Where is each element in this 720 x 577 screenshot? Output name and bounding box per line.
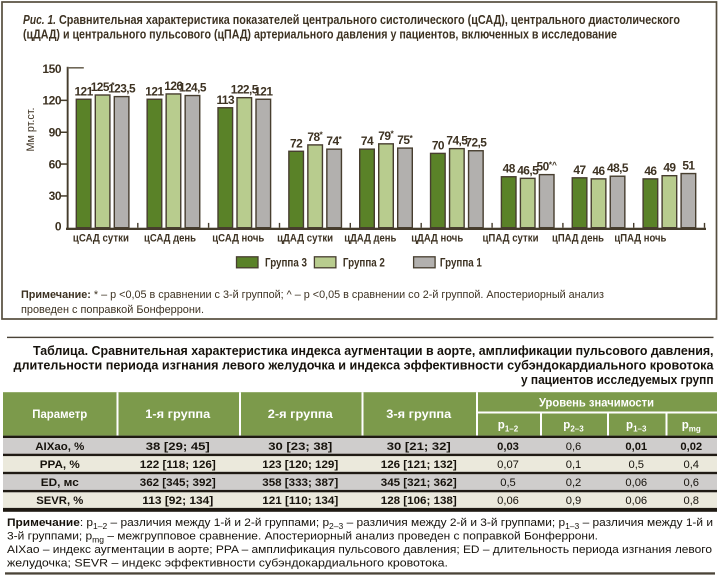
svg-text:90: 90 <box>49 125 62 139</box>
svg-text:74: 74 <box>361 134 374 148</box>
svg-text:74,5: 74,5 <box>446 134 468 148</box>
svg-text:113 [92; 134]: 113 [92; 134] <box>142 495 213 507</box>
svg-text:122 [118; 126]: 122 [118; 126] <box>140 459 216 471</box>
svg-text:2-я группа: 2-я группа <box>268 407 333 421</box>
svg-text:74*: 74* <box>326 134 342 148</box>
svg-text:358 [333; 387]: 358 [333; 387] <box>262 477 338 489</box>
svg-text:AIXao, %: AIXao, % <box>35 441 84 453</box>
svg-text:46: 46 <box>644 164 657 178</box>
svg-text:0,03: 0,03 <box>497 441 519 453</box>
svg-text:длительности периода изгнания: длительности периода изгнания левого жел… <box>14 357 715 372</box>
svg-text:SEVR, %: SEVR, % <box>36 495 83 507</box>
svg-text:0,06: 0,06 <box>625 477 647 489</box>
svg-text:345 [321; 362]: 345 [321; 362] <box>381 477 457 489</box>
svg-text:3-й группами; pmg – межгруппов: 3-й группами; p mg – межгрупповое сравнен… <box>7 530 598 544</box>
svg-text:47: 47 <box>573 163 586 177</box>
svg-text:Группа 1: Группа 1 <box>440 255 482 269</box>
svg-text:0,6: 0,6 <box>683 477 699 489</box>
svg-text:Мм рт.ст.: Мм рт.ст. <box>25 108 37 152</box>
svg-text:60: 60 <box>49 157 62 171</box>
svg-text:Рис. 1.: Рис. 1. <box>23 12 56 27</box>
svg-text:46: 46 <box>592 164 605 178</box>
svg-text:113: 113 <box>217 93 235 107</box>
svg-text:0,1: 0,1 <box>566 459 582 471</box>
svg-text:124,5: 124,5 <box>179 81 207 95</box>
svg-text:Примечание: * – р <0,05 в срав: Примечание: * – р <0,05 в сравнении с 3-… <box>21 289 604 301</box>
svg-text:0,5: 0,5 <box>628 459 644 471</box>
svg-text:0,9: 0,9 <box>566 495 582 507</box>
svg-text:30 [21; 32]: 30 [21; 32] <box>387 441 451 453</box>
svg-text:цСАД день: цСАД день <box>144 233 196 245</box>
svg-text:0: 0 <box>55 220 62 234</box>
svg-text:цПАД ночь: цПАД ночь <box>614 233 666 245</box>
svg-text:123 [120; 129]: 123 [120; 129] <box>262 459 338 471</box>
svg-text:0,07: 0,07 <box>497 459 519 471</box>
svg-text:цСАД ночь: цСАД ночь <box>212 233 264 245</box>
svg-text:ED, мс: ED, мс <box>41 477 79 489</box>
svg-text:1-я группа: 1-я группа <box>145 407 210 421</box>
svg-text:30: 30 <box>49 189 62 203</box>
svg-text:Примечание: p1–2 – различия ме: Примечание: p1–2 – различия между 1-й и … <box>7 517 713 531</box>
svg-text:121: 121 <box>74 84 93 98</box>
svg-text:Параметр: Параметр <box>32 407 87 421</box>
svg-text:38 [29; 45]: 38 [29; 45] <box>146 441 210 453</box>
svg-text:120: 120 <box>42 94 62 108</box>
svg-text:0,06: 0,06 <box>625 495 647 507</box>
svg-text:цДАД день: цДАД день <box>344 233 396 245</box>
svg-text:362 [345; 392]: 362 [345; 392] <box>140 477 216 489</box>
svg-text:30 [23; 38]: 30 [23; 38] <box>268 441 332 453</box>
svg-text:AIXao – индекс аугментации в а: AIXao – индекс аугментации в аорте; PPA … <box>7 544 712 556</box>
svg-text:48,5: 48,5 <box>607 161 629 175</box>
svg-text:49: 49 <box>663 161 676 175</box>
svg-text:70: 70 <box>432 138 445 152</box>
svg-text:PPA, %: PPA, % <box>40 459 80 471</box>
svg-text:48: 48 <box>503 162 516 176</box>
svg-text:126 [121; 132]: 126 [121; 132] <box>381 459 457 471</box>
svg-text:0,4: 0,4 <box>683 459 699 471</box>
svg-text:51: 51 <box>682 159 695 173</box>
svg-text:72: 72 <box>290 136 303 150</box>
svg-text:цПАД сутки: цПАД сутки <box>483 233 539 245</box>
svg-text:(цДАД) и центрального пульсово: (цДАД) и центрального пульсового (цПАД) … <box>23 26 617 41</box>
svg-text:Таблица. Сравнительная характе: Таблица. Сравнительная характеристика ин… <box>33 343 714 358</box>
svg-text:46,5: 46,5 <box>517 163 539 177</box>
svg-text:Уровень значимости: Уровень значимости <box>539 396 654 410</box>
svg-text:проведен с поправкой Бонферрон: проведен с поправкой Бонферрони. <box>21 304 204 316</box>
svg-text:Группа 3: Группа 3 <box>265 255 307 269</box>
svg-text:Группа 2: Группа 2 <box>343 255 385 269</box>
svg-text:0,2: 0,2 <box>566 477 582 489</box>
svg-text:78*: 78* <box>307 130 323 144</box>
svg-text:150: 150 <box>42 62 62 76</box>
svg-text:у пациентов исследуемых групп: у пациентов исследуемых групп <box>521 372 714 387</box>
svg-text:Сравнительная характеристика п: Сравнительная характеристика показателей… <box>59 12 680 27</box>
svg-text:122,5: 122,5 <box>231 83 259 97</box>
svg-text:126: 126 <box>164 79 183 93</box>
svg-text:72,5: 72,5 <box>465 136 487 150</box>
svg-text:121: 121 <box>254 84 273 98</box>
svg-text:0,5: 0,5 <box>500 477 516 489</box>
svg-text:цПАД день: цПАД день <box>552 233 604 245</box>
svg-text:желудочка; SEVR – индекс эффек: желудочка; SEVR – индекс эффективности с… <box>7 557 448 569</box>
svg-text:121: 121 <box>145 84 164 98</box>
svg-text:0,6: 0,6 <box>566 441 582 453</box>
svg-text:3-я группа: 3-я группа <box>386 407 451 421</box>
svg-text:0,8: 0,8 <box>683 495 699 507</box>
svg-text:0,02: 0,02 <box>680 441 702 453</box>
svg-text:79*: 79* <box>378 129 394 143</box>
svg-text:128 [106; 138]: 128 [106; 138] <box>381 495 457 507</box>
svg-text:0,06: 0,06 <box>497 495 519 507</box>
svg-text:цДАД ночь: цДАД ночь <box>411 233 463 245</box>
svg-text:75*: 75* <box>397 133 413 147</box>
svg-text:цСАД сутки: цСАД сутки <box>73 233 129 245</box>
svg-text:123,5: 123,5 <box>108 82 136 96</box>
svg-text:0,01: 0,01 <box>625 441 647 453</box>
svg-text:121 [110; 134]: 121 [110; 134] <box>262 495 338 507</box>
svg-text:цДАД сутки: цДАД сутки <box>277 233 333 245</box>
